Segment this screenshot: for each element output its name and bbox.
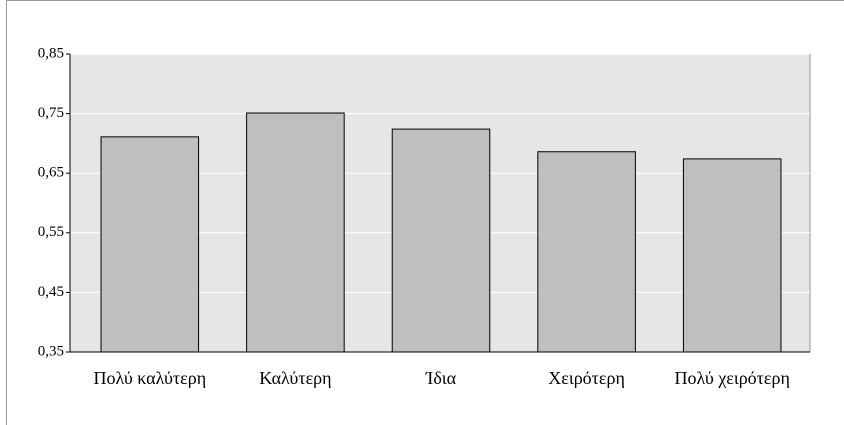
y-tick-label: 0,45	[38, 284, 64, 300]
x-tick-label: Ίδια	[425, 368, 457, 388]
bar	[100, 136, 200, 353]
y-tick-label: 0,55	[38, 224, 64, 240]
x-tick-label: Πολύ καλύτερη	[93, 368, 206, 388]
bar	[391, 128, 491, 353]
x-tick-label: Χειρότερη	[548, 368, 625, 388]
bar	[682, 158, 782, 353]
x-tick-label: Πολύ χειρότερη	[675, 368, 790, 388]
bar	[246, 112, 345, 353]
bar	[537, 151, 636, 353]
y-tick-label: 0,85	[38, 45, 64, 61]
y-tick-label: 0,75	[38, 105, 64, 121]
y-tick-label: 0,65	[38, 165, 64, 181]
frame	[6, 0, 844, 425]
y-tick-label: 0,35	[38, 343, 64, 359]
x-tick-label: Καλύτερη	[259, 368, 331, 388]
